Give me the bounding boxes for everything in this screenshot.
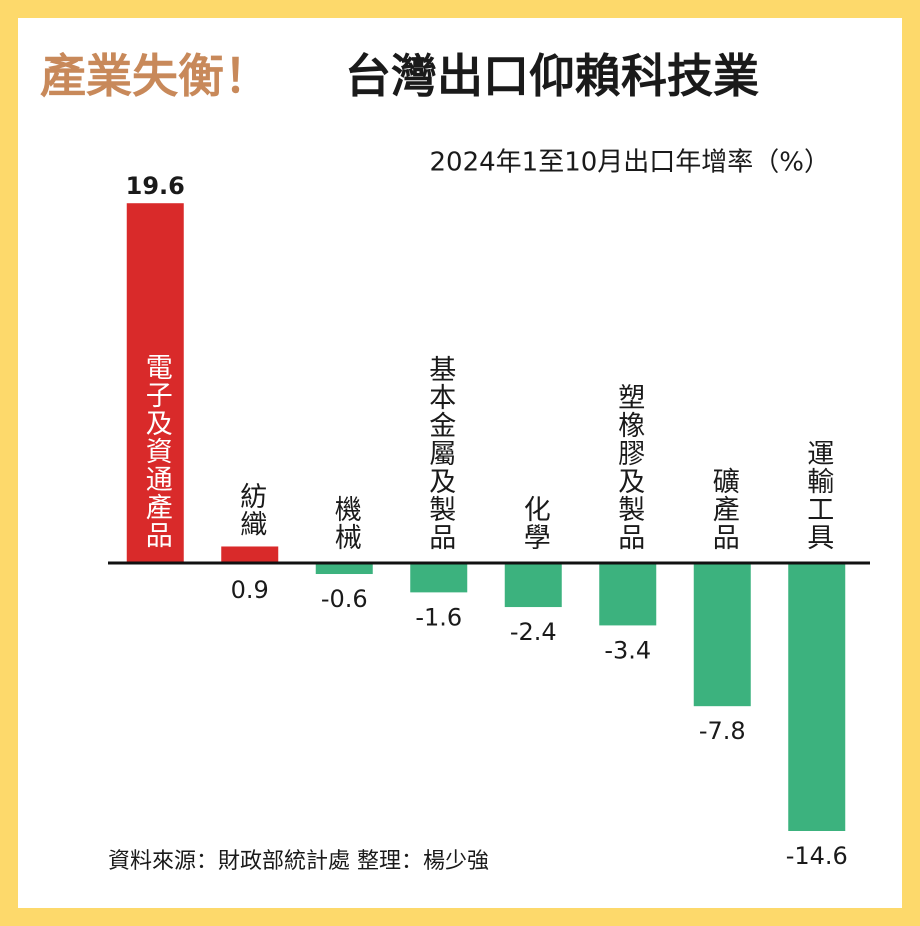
chart-title: 台灣出口仰賴科技業: [345, 49, 759, 103]
value-label: -14.6: [786, 842, 848, 870]
source-note: 資料來源：財政部統計處 整理：楊少強: [108, 849, 489, 874]
bar: [693, 563, 751, 707]
value-label: -1.6: [415, 603, 462, 631]
category-label: 塑橡膠及製品: [613, 383, 645, 551]
value-label: -2.4: [510, 618, 557, 646]
bar: [788, 563, 846, 831]
category-label: 礦產品: [708, 467, 740, 551]
value-label: -3.4: [604, 636, 651, 664]
category-label: 機械: [330, 495, 362, 551]
bar: [410, 563, 468, 593]
category-label: 化學: [519, 495, 550, 551]
value-label: 0.9: [231, 576, 269, 604]
value-label: -7.8: [699, 717, 746, 745]
category-label: 紡織: [235, 482, 267, 538]
bar: [504, 563, 562, 608]
value-label: 19.6: [126, 172, 185, 200]
chart-subtitle: 2024年1至10月出口年增率（%）: [430, 148, 831, 178]
value-label: -0.6: [321, 585, 368, 613]
category-label: 基本金屬及製品: [424, 355, 456, 551]
bar: [221, 546, 279, 563]
bar: [599, 563, 657, 626]
category-label: 電子及資通產品: [141, 353, 173, 549]
category-label: 運輸工具: [802, 439, 833, 551]
bar: [126, 203, 184, 563]
bar: [315, 563, 373, 575]
chart-title-highlight: 產業失衡！: [40, 49, 270, 103]
